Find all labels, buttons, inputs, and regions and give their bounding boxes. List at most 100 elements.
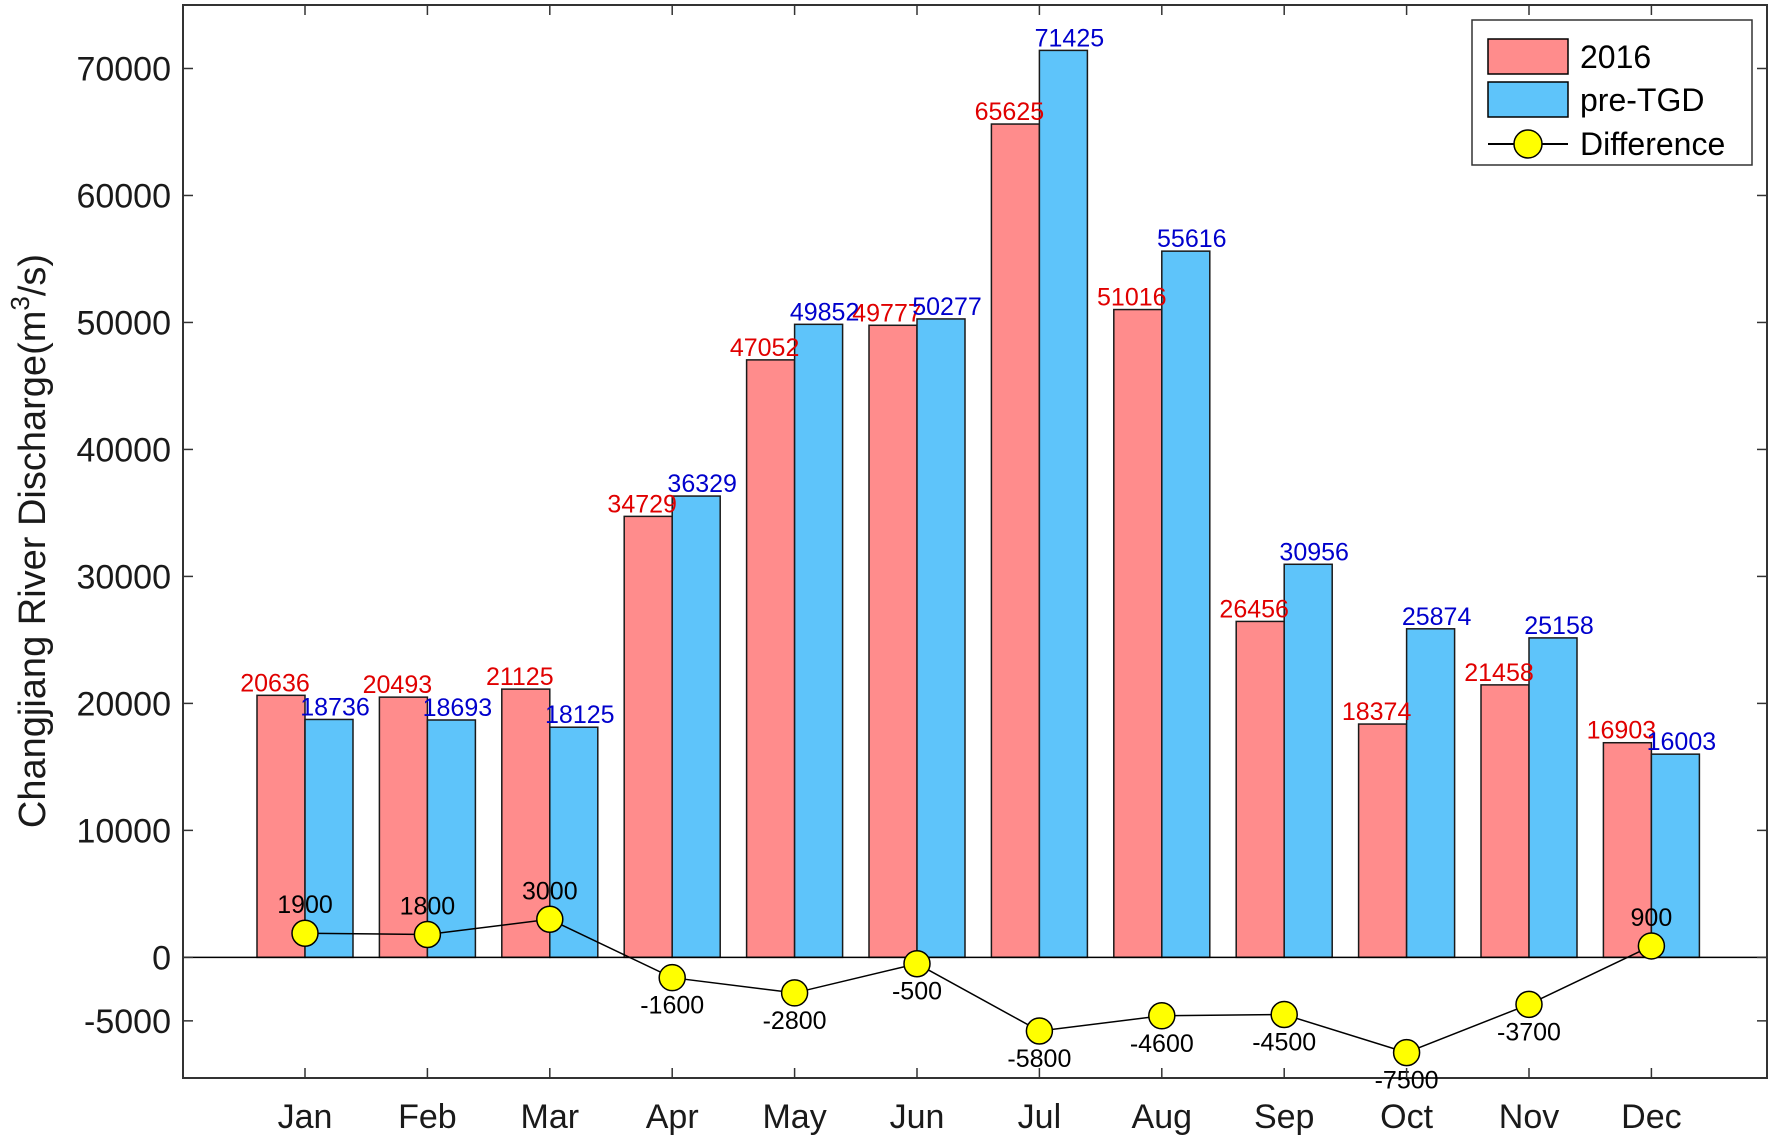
difference-point-apr — [658, 963, 686, 992]
data-label-pre-tgd-nov: 25158 — [1524, 612, 1594, 640]
data-label-pre-tgd-sep: 30956 — [1279, 538, 1349, 566]
difference-point-may — [780, 979, 809, 1007]
data-label-2016-jun: 49777 — [852, 299, 922, 327]
x-tick-label-apr: Apr — [646, 1098, 699, 1136]
data-label-pre-tgd-feb: 18693 — [423, 694, 493, 722]
bar-2016-nov — [1480, 684, 1530, 959]
x-tick-label-sep: Sep — [1254, 1098, 1315, 1136]
data-label-pre-tgd-dec: 16003 — [1647, 728, 1717, 756]
difference-series — [291, 905, 1666, 1067]
data-label-pre-tgd-apr: 36329 — [667, 470, 737, 498]
x-tick-label-jul: Jul — [1018, 1098, 1061, 1136]
y-tick-label-70000: 70000 — [76, 50, 171, 88]
legend-swatch-2016 — [1487, 38, 1569, 75]
y-tick-label-20000: 20000 — [76, 685, 171, 723]
data-label-pre-tgd-jul: 71425 — [1035, 24, 1105, 52]
bar-pre-tgd-may — [793, 323, 844, 959]
bar-pre-tgd-jan — [304, 718, 354, 959]
difference-label-feb: 1800 — [400, 893, 456, 921]
y-axis-label-unit: /s) — [12, 254, 54, 296]
difference-point-mar — [536, 905, 564, 934]
difference-label-sep: -4500 — [1252, 1029, 1316, 1057]
y-tick-label--5000: -5000 — [84, 1003, 171, 1041]
y-tick-label-30000: 30000 — [76, 558, 171, 596]
data-label-2016-dec: 16903 — [1587, 717, 1657, 745]
difference-point-feb — [413, 920, 442, 949]
y-tick-label-0: 0 — [152, 939, 171, 977]
legend-swatch-pre-tgd — [1487, 81, 1569, 118]
y-tick-label-40000: 40000 — [76, 431, 171, 469]
data-label-2016-feb: 20493 — [363, 671, 433, 699]
difference-line — [304, 918, 1652, 1054]
difference-point-aug — [1148, 1002, 1176, 1030]
data-label-pre-tgd-jun: 50277 — [912, 293, 982, 321]
data-label-pre-tgd-jan: 18736 — [300, 693, 370, 721]
bar-2016-jun — [868, 324, 918, 959]
value-labels: 20636 20493 21125 34729 47052 49777 65625 51016… — [240, 24, 1716, 1094]
x-tick-label-jun: Jun — [890, 1098, 945, 1136]
difference-label-jan: 1900 — [277, 891, 333, 919]
bar-pre-tgd-dec — [1650, 753, 1701, 959]
y-tick-label-10000: 10000 — [76, 812, 171, 850]
data-label-2016-oct: 18374 — [1342, 698, 1412, 726]
difference-label-jun: -500 — [892, 978, 942, 1006]
bar-pre-tgd-jun — [916, 318, 966, 959]
difference-label-mar: 3000 — [522, 877, 578, 905]
difference-label-aug: -4600 — [1130, 1030, 1194, 1058]
bar-2016-feb — [378, 696, 429, 959]
bar-2016-apr — [623, 515, 673, 959]
difference-point-jan — [291, 919, 319, 947]
legend-marker-difference — [1513, 129, 1543, 159]
legend-label-pre-tgd: pre-TGD — [1580, 82, 1704, 118]
data-label-2016-may: 47052 — [730, 334, 800, 362]
data-label-2016-mar: 21125 — [486, 663, 554, 691]
bar-pre-tgd-apr — [671, 495, 721, 959]
data-label-pre-tgd-mar: 18125 — [545, 701, 615, 729]
bar-2016-jan — [256, 694, 306, 959]
x-tick-label-dec: Dec — [1621, 1098, 1681, 1136]
bar-2016-may — [745, 359, 796, 959]
x-tick-label-feb: Feb — [398, 1098, 457, 1136]
difference-label-may: -2800 — [763, 1007, 827, 1035]
x-tick-label-nov: Nov — [1499, 1098, 1559, 1136]
x-tick-label-aug: Aug — [1132, 1098, 1193, 1136]
y-tick-label-50000: 50000 — [76, 304, 171, 342]
bar-2016-oct — [1357, 723, 1408, 959]
y-axis: -5000 0 10000 20000 30000 40000 50000 60000 7000… — [76, 50, 1767, 1041]
x-tick-label-mar: Mar — [521, 1098, 580, 1136]
difference-label-dec: 900 — [1631, 904, 1673, 932]
x-axis: Jan Feb Mar Apr May Jun Jul Aug Sep Oct Nov Dec — [278, 5, 1682, 1136]
x-tick-label-may: May — [762, 1098, 826, 1136]
difference-point-oct — [1392, 1038, 1421, 1067]
difference-point-nov — [1515, 990, 1543, 1019]
data-label-2016-jul: 65625 — [975, 98, 1045, 126]
legend-label-2016: 2016 — [1580, 39, 1651, 75]
difference-point-sep — [1270, 1000, 1298, 1029]
difference-label-nov: -3700 — [1497, 1018, 1561, 1046]
legend-label-difference: Difference — [1580, 126, 1725, 162]
y-axis-label: Changjiang River Discharge(m3/s) — [5, 254, 54, 828]
bar-group — [256, 49, 1701, 959]
bar-pre-tgd-oct — [1405, 628, 1456, 959]
data-label-2016-aug: 51016 — [1097, 284, 1167, 312]
data-label-pre-tgd-oct: 25874 — [1402, 603, 1472, 631]
difference-label-apr: -1600 — [640, 992, 704, 1020]
bar-2016-sep — [1235, 620, 1285, 959]
difference-point-jul — [1025, 1017, 1054, 1045]
data-label-pre-tgd-aug: 55616 — [1157, 225, 1227, 253]
difference-point-dec — [1637, 932, 1666, 960]
data-label-2016-apr: 34729 — [607, 490, 677, 518]
bar-pre-tgd-aug — [1161, 250, 1211, 959]
data-label-pre-tgd-may: 49852 — [790, 298, 860, 326]
bar-pre-tgd-nov — [1528, 637, 1578, 959]
bar-2016-jul — [990, 123, 1041, 959]
x-tick-label-oct: Oct — [1380, 1098, 1433, 1136]
y-axis-label-main: Changjiang River Discharge(m — [12, 311, 54, 828]
data-label-2016-nov: 21458 — [1464, 659, 1534, 687]
bar-pre-tgd-jul — [1038, 49, 1089, 959]
data-label-2016-jan: 20636 — [240, 669, 310, 697]
y-axis-label-superscript: 3 — [5, 296, 35, 310]
difference-point-jun — [903, 949, 931, 978]
legend: 2016 pre-TGD Difference — [1471, 19, 1753, 166]
